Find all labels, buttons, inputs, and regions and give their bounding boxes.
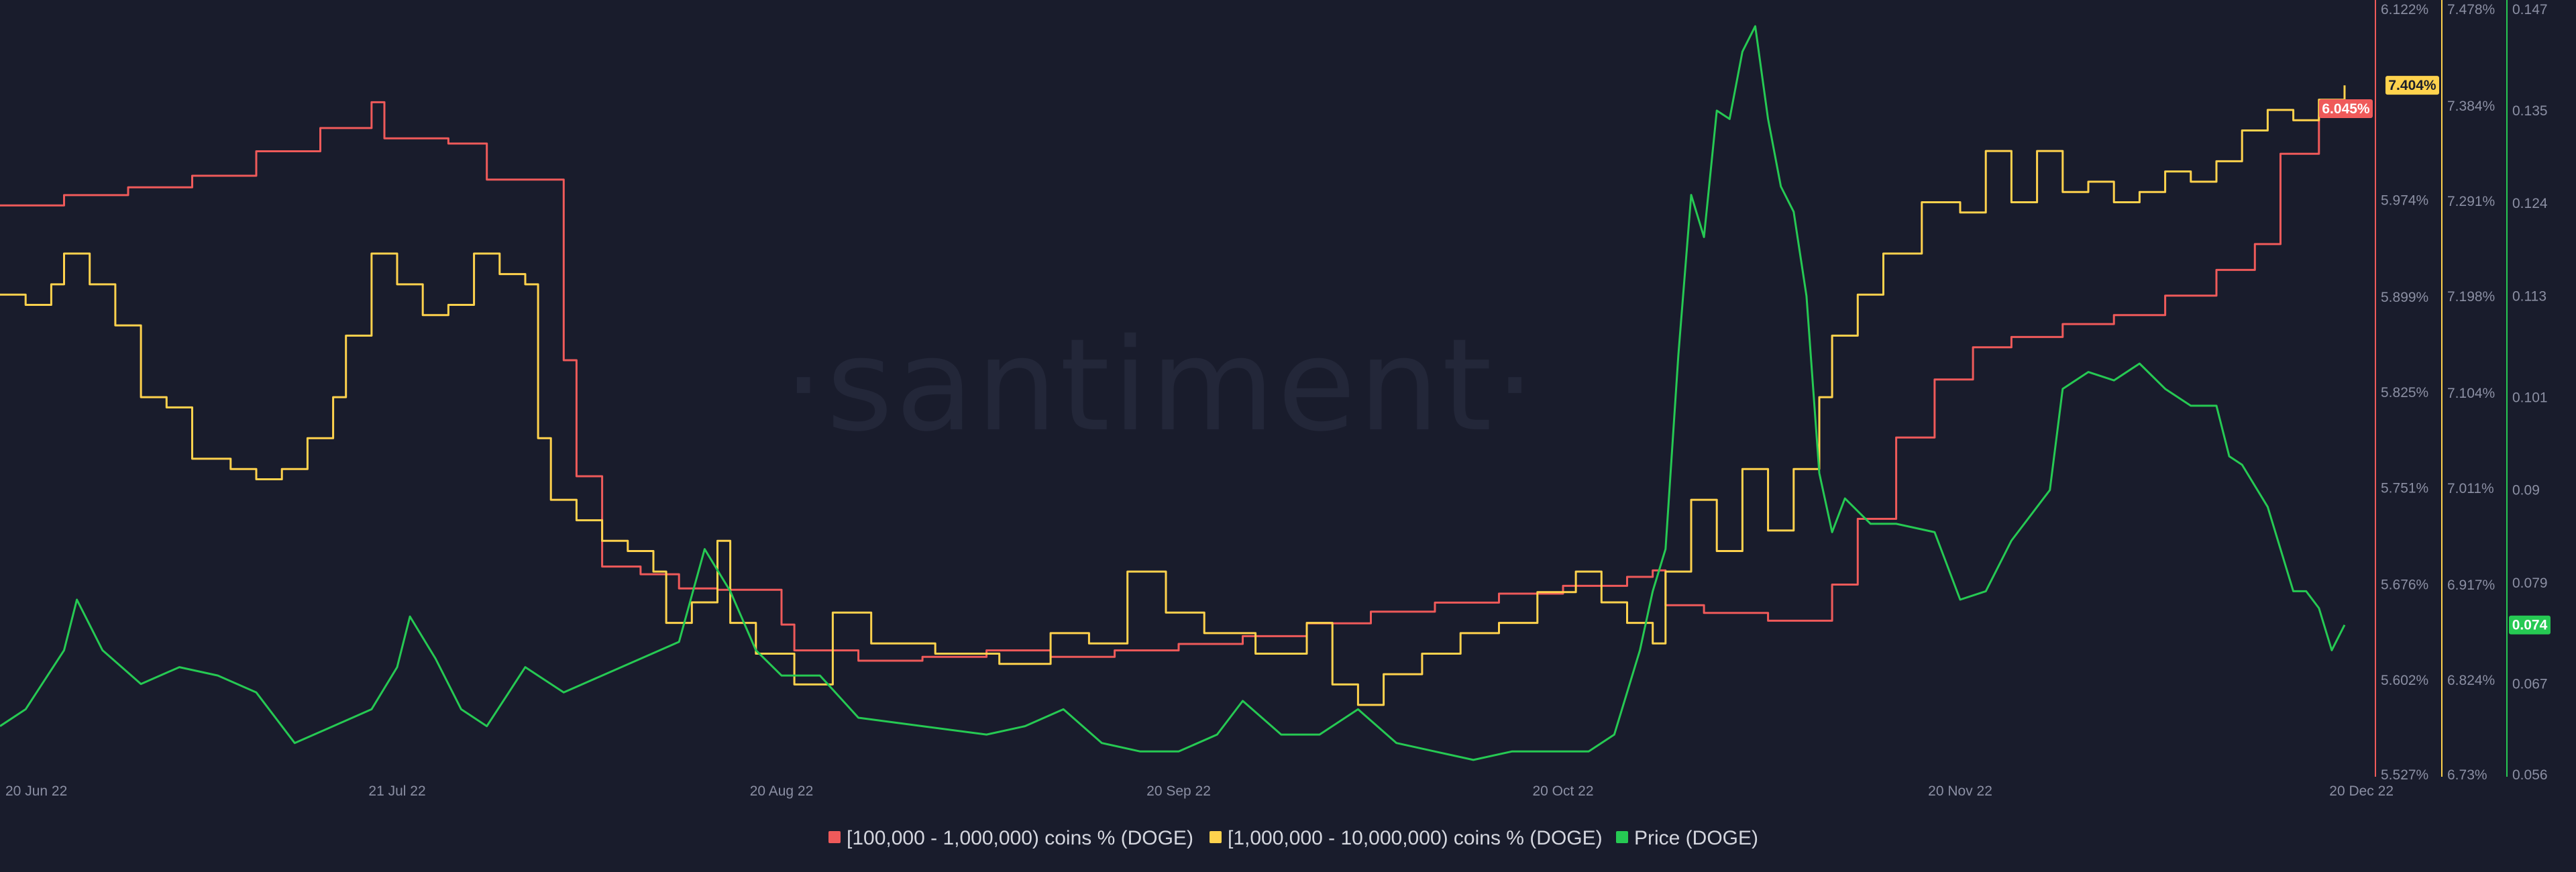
legend[interactable]: [100,000 - 1,000,000) coins % (DOGE) [1,0…	[828, 827, 1758, 849]
axes-layer: 6.122% 5.974% 5.899% 5.825% 5.751% 5.676% 5.60…	[2375, 0, 2548, 783]
axis-tick-red: 5.899%	[2381, 290, 2428, 305]
axis-tick-red: 5.602%	[2381, 673, 2428, 688]
badge-yellow	[2385, 76, 2439, 95]
series-line-green	[0, 25, 2346, 761]
santiment-watermark: ·santiment·	[784, 311, 1538, 459]
axis-tick-green: 0.079	[2512, 576, 2548, 591]
axis-tick-yellow: 7.011%	[2447, 481, 2494, 496]
x-tick-label: 20 Aug 22	[750, 783, 814, 799]
badge-green	[2509, 615, 2551, 635]
badge-label-yellow: 7.404%	[2388, 78, 2436, 93]
axis-tick-green: 0.124	[2512, 196, 2548, 211]
axis-tick-green: 0.09	[2512, 483, 2540, 498]
x-tick-label: 21 Jul 22	[368, 783, 425, 799]
series-line-yellow	[0, 85, 2346, 706]
axis-tick-green: 0.113	[2512, 288, 2546, 304]
legend-swatch-yellow[interactable]	[1210, 831, 1222, 843]
series-layer	[0, 25, 2346, 761]
x-tick-label: 20 Nov 22	[1928, 783, 1992, 799]
axis-tick-green: 0.147	[2512, 2, 2548, 17]
axis-tick-yellow: 7.384%	[2447, 99, 2495, 114]
axis-tick-red: 5.751%	[2381, 480, 2428, 496]
axis-tick-red: 5.825%	[2381, 385, 2428, 400]
axis-tick-red: 5.974%	[2381, 193, 2428, 209]
axis-tick-yellow: 6.824%	[2447, 673, 2495, 688]
axis-tick-red: 5.527%	[2381, 767, 2428, 783]
axis-tick-yellow: 6.73%	[2447, 767, 2487, 783]
axis-tick-yellow: 7.291%	[2447, 194, 2495, 209]
badge-label-red: 6.045%	[2322, 101, 2370, 117]
x-tick-label: 20 Oct 22	[1532, 783, 1593, 799]
axis-tick-green: 0.135	[2512, 103, 2548, 119]
axis-tick-yellow: 6.917%	[2447, 578, 2495, 593]
legend-label-red[interactable]: [100,000 - 1,000,000) coins % (DOGE)	[847, 827, 1193, 849]
axis-tick-yellow: 7.478%	[2447, 2, 2495, 17]
x-tick-label: 20 Jun 22	[5, 783, 67, 799]
badge-red	[2319, 99, 2373, 119]
axis-tick-green: 0.101	[2512, 390, 2548, 405]
axis-tick-red: 6.122%	[2381, 2, 2428, 17]
current-value-badges: 6.045% 7.404% 0.074	[2319, 76, 2551, 635]
x-tick-label: 20 Dec 22	[2329, 783, 2394, 799]
legend-swatch-red[interactable]	[828, 831, 841, 843]
axis-tick-yellow: 7.198%	[2447, 289, 2495, 305]
x-tick-label: 20 Sep 22	[1146, 783, 1211, 799]
legend-label-green[interactable]: Price (DOGE)	[1634, 827, 1758, 849]
series-line-red	[0, 101, 2346, 662]
axis-tick-yellow: 7.104%	[2447, 386, 2495, 401]
x-axis: 20 Jun 22 21 Jul 22 20 Aug 22 20 Sep 22 20 O…	[5, 783, 2394, 799]
axis-tick-green: 0.067	[2512, 677, 2548, 692]
axis-tick-red: 5.676%	[2381, 578, 2428, 593]
badge-label-green: 0.074	[2512, 618, 2548, 633]
axis-tick-green: 0.056	[2512, 767, 2548, 783]
legend-label-yellow[interactable]: [1,000,000 - 10,000,000) coins % (DOGE)	[1228, 827, 1603, 849]
legend-swatch-green[interactable]	[1616, 831, 1628, 843]
